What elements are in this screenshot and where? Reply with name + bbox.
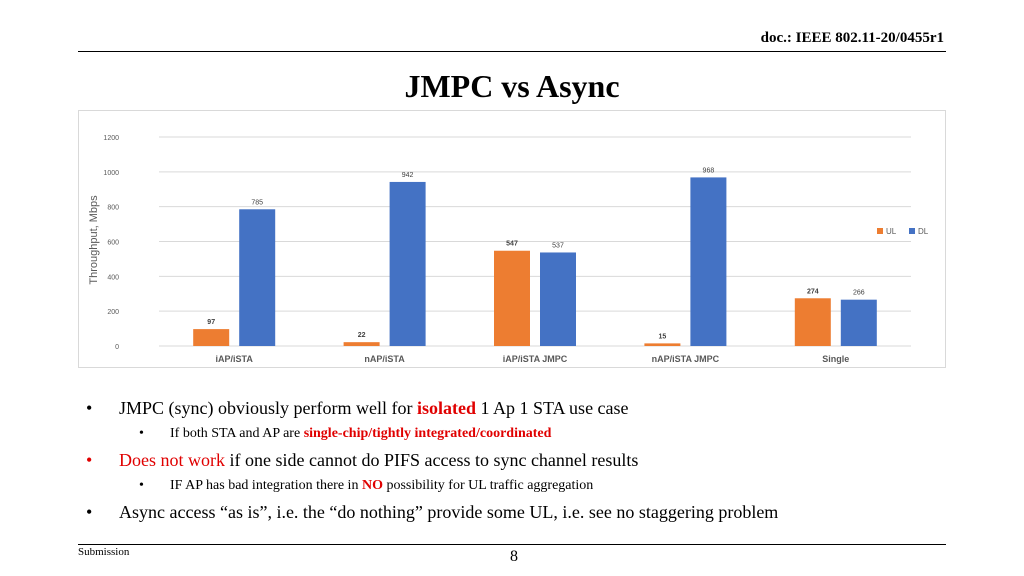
x-category-label: iAP/iSTA	[216, 354, 254, 364]
bar-ul	[494, 250, 530, 346]
y-tick-label: 1200	[103, 135, 119, 142]
bullet-dot: •	[86, 450, 93, 470]
legend-swatch-ul	[877, 228, 883, 234]
y-tick-label: 800	[107, 205, 119, 212]
y-axis-label: Throughput, Mbps	[88, 195, 100, 285]
bar-ul	[343, 342, 380, 346]
emphasis-isolated: isolated	[416, 398, 476, 418]
emphasis-does-not-work: Does not work	[119, 450, 225, 470]
emphasis-no: NO	[361, 478, 383, 493]
throughput-chart: 0 200 400 600 800 1000 1200 iAP/iSTA 97 785 nAP/iS…	[88, 135, 929, 364]
y-tick-label: 0	[115, 344, 119, 351]
footer-rule	[78, 544, 946, 545]
emphasis-single-chip: single-chip/tightly integrated/coordinat…	[303, 426, 552, 441]
data-label-ul: 97	[207, 319, 215, 326]
data-label-dl: 968	[703, 167, 715, 174]
y-tick-label: 1000	[103, 170, 119, 177]
y-tick-label: 600	[107, 240, 119, 247]
bar-ul	[644, 343, 681, 346]
x-category-label: Single	[822, 354, 849, 364]
bullet-async-access: • Async access “as is”, i.e. the “do not…	[84, 499, 954, 525]
footer-submission: Submission	[78, 546, 130, 558]
data-label-dl: 785	[251, 199, 263, 206]
legend-swatch-dl	[909, 228, 915, 234]
data-label-dl: 537	[552, 242, 564, 249]
x-category-label: nAP/iSTA	[364, 354, 405, 364]
doc-id: doc.: IEEE 802.11-20/0455r1	[760, 30, 944, 46]
y-tick-label: 400	[107, 274, 119, 281]
bullet-dot: •	[139, 478, 144, 493]
data-label-ul: 22	[358, 332, 366, 339]
bullet-list: • JMPC (sync) obviously perform well for…	[84, 395, 954, 525]
bullet-dot: •	[86, 398, 93, 418]
bullet-dot: •	[139, 426, 144, 441]
bar-ul	[794, 298, 831, 346]
bar-dl	[239, 209, 276, 346]
bullet-does-not-work: • Does not work if one side cannot do PI…	[84, 447, 954, 473]
legend-label-ul: UL	[886, 227, 897, 236]
sub-bullet-single-chip: • If both STA and AP are single-chip/tig…	[84, 421, 954, 447]
data-label-dl: 266	[853, 290, 865, 297]
chart-container: 0 200 400 600 800 1000 1200 iAP/iSTA 97 785 nAP/iS…	[78, 110, 946, 368]
legend-label-dl: DL	[918, 227, 929, 236]
data-label-ul: 15	[659, 333, 667, 340]
x-category-label: nAP/iSTA JMPC	[652, 354, 720, 364]
bar-dl	[540, 252, 576, 346]
page-number: 8	[510, 548, 518, 565]
bullet-dot: •	[86, 502, 93, 522]
data-label-ul: 274	[807, 288, 819, 295]
bar-ul	[193, 329, 230, 346]
data-label-ul: 547	[506, 241, 518, 248]
bar-dl	[389, 181, 426, 346]
bar-dl	[690, 177, 727, 346]
sub-bullet-bad-integration: • IF AP has bad integration there in NO …	[84, 473, 954, 499]
y-tick-label: 200	[107, 309, 119, 316]
x-category-label: iAP/iSTA JMPC	[503, 354, 568, 364]
header-rule	[78, 51, 946, 52]
data-label-dl: 942	[402, 172, 414, 179]
bullet-jmpc-sync: • JMPC (sync) obviously perform well for…	[84, 395, 954, 421]
slide-title: JMPC vs Async	[404, 68, 620, 104]
bar-dl	[840, 299, 877, 346]
